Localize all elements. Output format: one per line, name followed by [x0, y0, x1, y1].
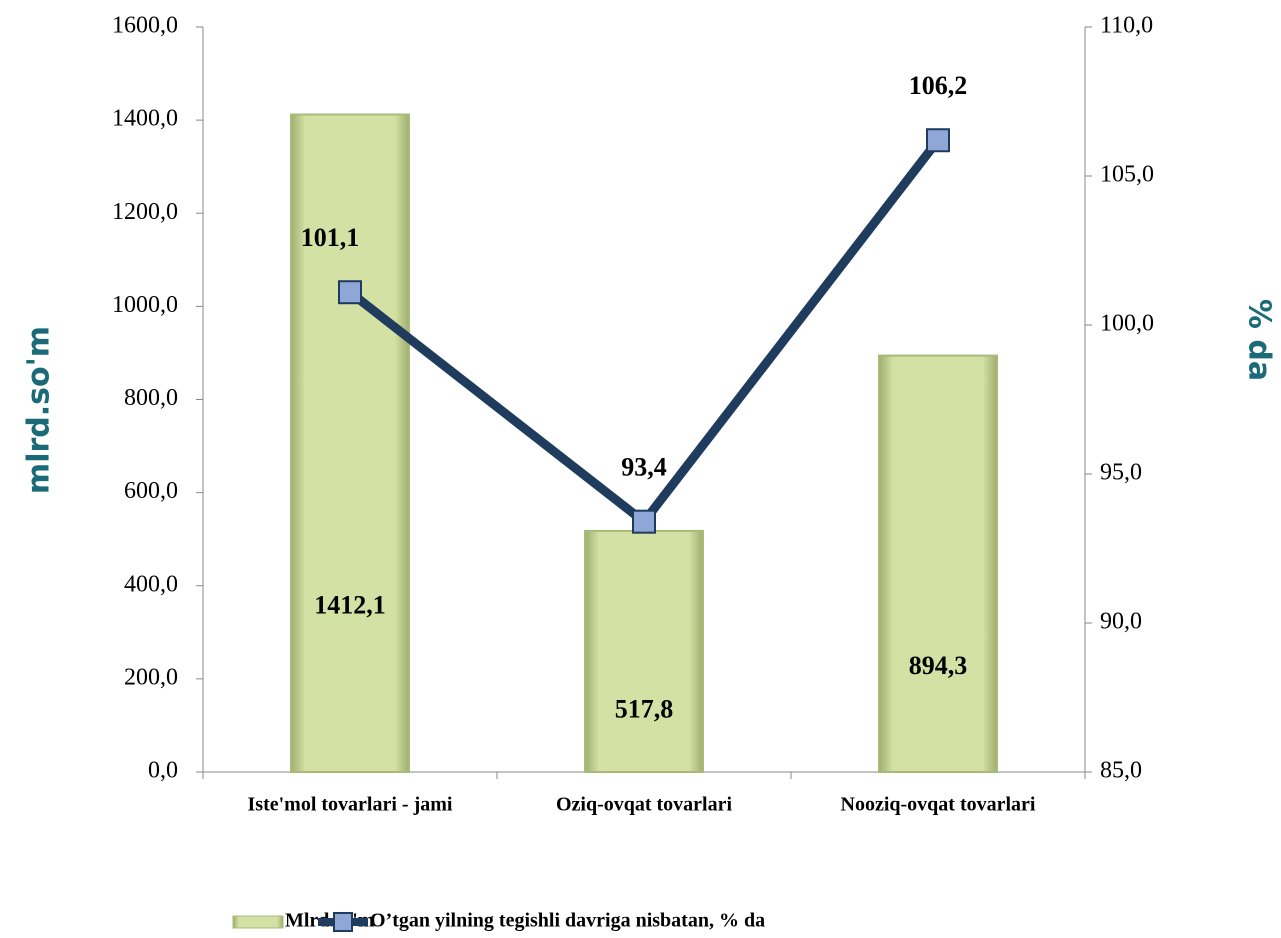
y-tick-label: 1000,0 [112, 292, 178, 318]
y-tick-label: 400,0 [124, 571, 178, 597]
y2-tick-label: 85,0 [1100, 758, 1142, 784]
y2-tick-label: 110,0 [1100, 13, 1153, 39]
y-tick-label: 0,0 [148, 758, 178, 784]
bar [290, 113, 410, 773]
bar [584, 529, 704, 773]
y-tick-label: 600,0 [124, 478, 178, 504]
bar-value-label: 894,3 [909, 651, 968, 680]
bar [878, 354, 998, 773]
y2-tick-label: 105,0 [1100, 162, 1154, 188]
legend-swatch [232, 915, 284, 929]
y2-axis-title: % da [1242, 299, 1277, 381]
marker [632, 509, 656, 534]
legend-label: O’tgan yilning tegishli davriga nisbatan… [370, 910, 765, 932]
marker [338, 280, 362, 305]
y-tick-label: 1400,0 [112, 106, 178, 132]
legend-marker [333, 912, 353, 932]
y2-tick-label: 90,0 [1100, 609, 1142, 635]
y-tick-label: 800,0 [124, 385, 178, 411]
y-tick-label: 1600,0 [112, 13, 178, 39]
x-tick-label: Oziq-ovqat tovarlari [556, 794, 733, 816]
line-value-label: 101,1 [301, 223, 360, 252]
bar-value-label: 517,8 [615, 695, 674, 724]
marker [926, 128, 950, 153]
line-value-label: 93,4 [621, 453, 667, 482]
y-tick-label: 200,0 [124, 664, 178, 690]
x-tick-label: Iste'mol tovarlari - jami [248, 794, 453, 816]
y-tick-label: 1200,0 [112, 199, 178, 225]
y-axis-title: mlrd.so'm [22, 326, 57, 494]
line-value-label: 106,2 [909, 71, 968, 100]
y2-tick-label: 100,0 [1100, 311, 1154, 337]
y2-tick-label: 95,0 [1100, 460, 1142, 486]
bar-value-label: 1412,1 [314, 591, 386, 620]
x-tick-label: Nooziq-ovqat tovarlari [841, 794, 1036, 816]
